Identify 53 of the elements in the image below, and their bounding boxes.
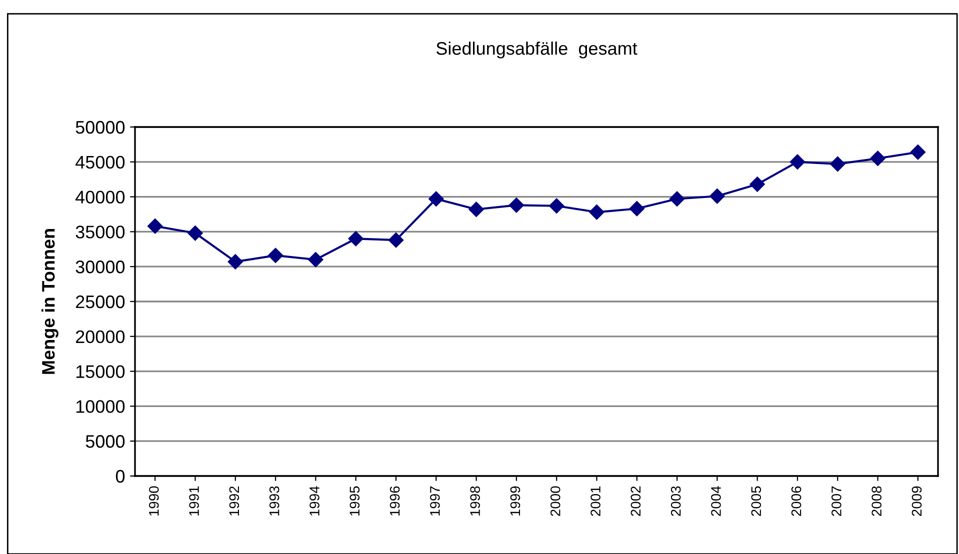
- point: [468, 202, 484, 217]
- chart-title: Siedlungsabfälle gesamt: [436, 42, 638, 58]
- point: [589, 204, 604, 220]
- point: [790, 154, 806, 170]
- point: [148, 218, 163, 234]
- x-tick-label: 1996: [390, 486, 400, 516]
- x-tick-label: 1990: [148, 486, 159, 516]
- point: [228, 254, 243, 270]
- point: [830, 156, 846, 172]
- y-tick-label: 35000: [76, 226, 125, 238]
- y-tick-label: 15000: [76, 365, 125, 378]
- y-tick-label: 50000: [76, 120, 125, 134]
- point: [750, 176, 765, 192]
- x-tick-label: 1991: [189, 486, 199, 516]
- x-tick-label: 2008: [872, 486, 882, 516]
- x-tick-label: 2002: [630, 486, 641, 516]
- point: [428, 191, 444, 206]
- point: [308, 252, 324, 268]
- point: [669, 191, 685, 206]
- y-tick-label: 30000: [76, 260, 125, 274]
- x-tick-label: 2009: [912, 486, 922, 516]
- x-tick-label: 1994: [310, 486, 320, 516]
- x-tick-label: 1993: [269, 486, 280, 516]
- y-axis-title: Menge in Tonnen: [42, 229, 58, 374]
- point: [870, 150, 886, 166]
- x-tick-label: 1992: [229, 486, 240, 516]
- point: [268, 248, 284, 263]
- y-tick-label: 40000: [75, 190, 125, 204]
- point: [629, 201, 644, 216]
- y-tick-label: 25000: [76, 295, 125, 308]
- point: [710, 188, 725, 204]
- x-tick-label: 1999: [510, 486, 520, 516]
- x-tick-label: 1998: [470, 486, 480, 516]
- x-tick-label: 1995: [350, 486, 360, 516]
- point: [348, 231, 364, 246]
- y-tick-label: 20000: [76, 330, 125, 344]
- y-tick-label: 45000: [75, 156, 125, 169]
- x-tick-label: 1997: [430, 486, 440, 516]
- y-tick-label: 0: [116, 470, 125, 483]
- y-tick-label: 5000: [86, 435, 125, 448]
- point: [388, 232, 404, 248]
- x-tick-label: 2000: [550, 486, 560, 516]
- point: [549, 198, 564, 214]
- x-tick-label: 2007: [832, 486, 842, 516]
- point: [910, 144, 926, 160]
- x-tick-label: 2004: [711, 486, 721, 516]
- point: [508, 198, 524, 213]
- y-tick-label: 10000: [76, 400, 125, 413]
- x-tick-label: 2001: [590, 486, 600, 516]
- x-tick-label: 2005: [751, 486, 762, 516]
- x-tick-label: 2006: [791, 486, 802, 516]
- point: [188, 226, 203, 241]
- x-tick-label: 2003: [670, 486, 681, 516]
